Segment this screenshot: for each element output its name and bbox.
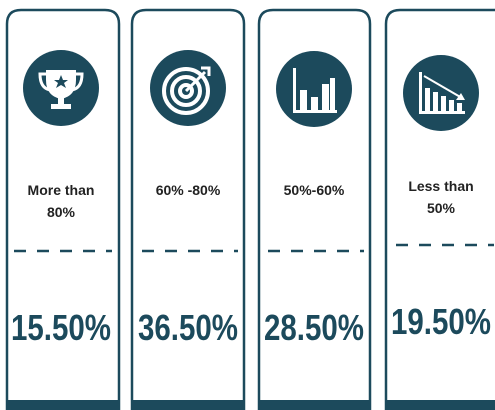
card-label: 80% <box>47 204 76 220</box>
decline-chart-icon <box>419 72 465 114</box>
trophy-icon <box>38 70 84 109</box>
card-footer <box>7 400 119 410</box>
card-label: 50%-60% <box>284 182 345 198</box>
card-value: 28.50% <box>264 307 364 348</box>
card-label: More than <box>28 182 95 198</box>
card-value: 36.50% <box>138 307 238 348</box>
card <box>130 8 246 410</box>
card-value: 15.50% <box>11 307 111 348</box>
card-footer <box>259 400 370 410</box>
card-footer <box>132 400 244 410</box>
card <box>5 8 121 410</box>
icon-circle <box>276 51 352 127</box>
card-label: 60% -80% <box>156 182 221 198</box>
card-label: Less than <box>408 178 473 194</box>
card-texts: More than 80% 15.50% 60% -80% 36.50% 50%-60% 2… <box>11 178 494 348</box>
card-value: 19.50% <box>391 301 491 342</box>
card-footer <box>386 400 495 410</box>
card <box>257 8 372 410</box>
card-label: 50% <box>427 200 456 216</box>
target-icon <box>162 66 211 115</box>
bar-chart-icon <box>293 68 337 113</box>
card <box>384 8 495 410</box>
icon-circle <box>403 55 479 131</box>
